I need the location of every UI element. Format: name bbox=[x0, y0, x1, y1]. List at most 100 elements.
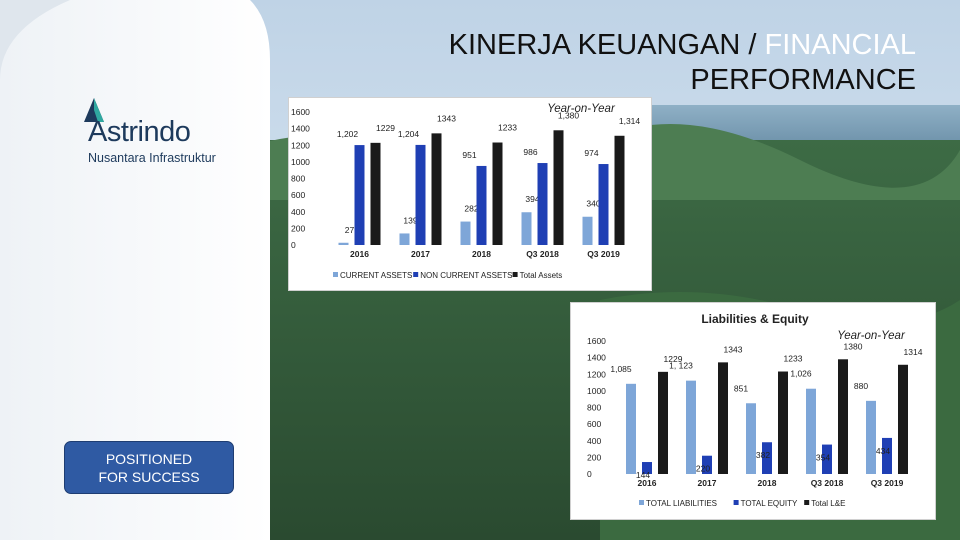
legend-swatch bbox=[733, 500, 739, 505]
bar-1-4 bbox=[521, 212, 532, 245]
assets-chart-panel: Assets Year-on-Year 0 200 400 600 800 1000 1200 1… bbox=[288, 97, 652, 291]
legend-label: TOTAL EQUITY bbox=[741, 499, 798, 508]
y-tick-label: 0 bbox=[291, 240, 296, 250]
legend-label: TOTAL LIABILITIES bbox=[646, 499, 717, 508]
y-tick-label: 1000 bbox=[587, 386, 606, 396]
data-label: 1314 bbox=[904, 347, 923, 357]
y-tick-label: 800 bbox=[291, 174, 305, 184]
bar-1-2 bbox=[399, 233, 410, 245]
y-tick-label: 800 bbox=[587, 403, 601, 413]
y-tick-label: 400 bbox=[587, 436, 601, 446]
data-label: 1, 123 bbox=[669, 361, 693, 371]
bar-1-1 bbox=[338, 242, 349, 245]
data-label: 880 bbox=[854, 381, 868, 391]
y-tick-label: 200 bbox=[587, 452, 601, 462]
bar-3-4 bbox=[553, 130, 564, 245]
bar-2-2 bbox=[702, 455, 712, 474]
legend-label: NON CURRENT ASSETS bbox=[420, 271, 512, 280]
data-label: 144 bbox=[636, 470, 650, 480]
y-tick-label: 0 bbox=[587, 469, 592, 479]
bar-3-4 bbox=[838, 359, 848, 474]
logo-name: Astrindo bbox=[88, 116, 191, 148]
data-label: 1343 bbox=[724, 344, 743, 354]
x-tick-label: 2018 bbox=[758, 478, 777, 488]
title-line1-financial: FINANCIAL bbox=[764, 29, 916, 61]
y-tick-label: 1400 bbox=[291, 124, 310, 134]
data-label: 1,314 bbox=[619, 116, 641, 126]
bar-1-5 bbox=[582, 216, 593, 245]
positioned-for-success-button[interactable]: POSITIONED FOR SUCCESS bbox=[64, 441, 234, 494]
y-tick-label: 1400 bbox=[587, 353, 606, 363]
data-label: 1380 bbox=[844, 341, 863, 351]
bar-3-2 bbox=[718, 362, 728, 474]
chart-subtitle: Year-on-Year bbox=[547, 103, 616, 115]
data-label: 1,380 bbox=[558, 110, 580, 120]
liabilities-chart: Liabilities & Equity Year-on-Year 0 200 400 6… bbox=[587, 312, 923, 508]
button-line2: FOR SUCCESS bbox=[98, 468, 200, 485]
legend-label: Total L&E bbox=[811, 499, 845, 508]
x-tick-label: 2016 bbox=[350, 249, 369, 259]
data-label: 1,204 bbox=[398, 129, 420, 139]
data-label: 1,026 bbox=[790, 369, 812, 379]
bar-2-2 bbox=[415, 144, 426, 245]
x-tick-label: Q3 2019 bbox=[587, 249, 620, 259]
bar-3-1 bbox=[658, 371, 668, 474]
bar-3-3 bbox=[492, 142, 503, 245]
x-tick-label: 2018 bbox=[472, 249, 491, 259]
data-label: 340 bbox=[586, 199, 600, 209]
bar-3-5 bbox=[614, 135, 625, 245]
bar-1-4 bbox=[806, 388, 816, 474]
bar-1-5 bbox=[866, 400, 876, 474]
liabilities-chart-panel: Liabilities & Equity Year-on-Year 0 200 400 6… bbox=[570, 302, 936, 520]
y-tick-label: 600 bbox=[587, 419, 601, 429]
legend-swatch bbox=[639, 500, 644, 505]
data-label: 1229 bbox=[376, 123, 395, 133]
data-label: 382 bbox=[756, 450, 770, 460]
title-line1: KINERJA KEUANGAN / bbox=[448, 29, 765, 61]
assets-chart: Assets Year-on-Year 0 200 400 600 800 1000 1200 1… bbox=[291, 98, 641, 280]
y-tick-label: 400 bbox=[291, 207, 305, 217]
data-label: 951 bbox=[462, 150, 476, 160]
legend-swatch bbox=[333, 272, 338, 277]
y-tick-label: 1200 bbox=[291, 140, 310, 150]
y-tick-label: 1600 bbox=[291, 107, 310, 117]
x-tick-label: Q3 2018 bbox=[811, 478, 844, 488]
data-label: 974 bbox=[584, 148, 598, 158]
button-line1: POSITIONED bbox=[105, 450, 193, 467]
bar-3-2 bbox=[431, 133, 442, 245]
legend-swatch bbox=[512, 272, 518, 277]
data-label: 851 bbox=[734, 383, 748, 393]
data-label: 282 bbox=[464, 204, 478, 214]
data-label: 1,085 bbox=[610, 364, 632, 374]
bar-3-3 bbox=[778, 371, 788, 474]
data-label: 1229 bbox=[664, 354, 683, 364]
y-tick-label: 1000 bbox=[291, 157, 310, 167]
x-tick-label: 2017 bbox=[411, 249, 430, 259]
data-label: 1233 bbox=[498, 123, 517, 133]
bar-1-2 bbox=[686, 380, 696, 474]
chart-subtitle: Year-on-Year bbox=[837, 330, 906, 342]
bar-2-1 bbox=[354, 145, 365, 245]
x-tick-label: 2017 bbox=[698, 478, 717, 488]
data-label: 1233 bbox=[784, 354, 803, 364]
legend-label: Total Assets bbox=[520, 271, 563, 280]
bar-3-5 bbox=[898, 364, 908, 474]
bar-1-3 bbox=[460, 221, 471, 245]
x-tick-label: 2016 bbox=[638, 478, 657, 488]
bar-1-1 bbox=[626, 383, 636, 474]
legend-swatch bbox=[804, 500, 810, 505]
legend-label: CURRENT ASSETS bbox=[340, 271, 412, 280]
bar-2-4 bbox=[537, 163, 548, 245]
data-label: 220 bbox=[696, 464, 710, 474]
bar-2-1 bbox=[642, 462, 652, 474]
bar-2-3 bbox=[476, 165, 487, 245]
x-tick-label: Q3 2019 bbox=[871, 478, 904, 488]
y-tick-label: 1200 bbox=[587, 369, 606, 379]
bar-2-5 bbox=[882, 437, 892, 474]
data-label: 27 bbox=[345, 225, 355, 235]
bar-2-5 bbox=[598, 164, 609, 245]
legend-swatch bbox=[413, 272, 419, 277]
bar-2-3 bbox=[762, 442, 772, 474]
data-label: 1,202 bbox=[337, 129, 359, 139]
page-title: KINERJA KEUANGAN / FINANCIAL PERFORMANCE bbox=[386, 28, 916, 98]
